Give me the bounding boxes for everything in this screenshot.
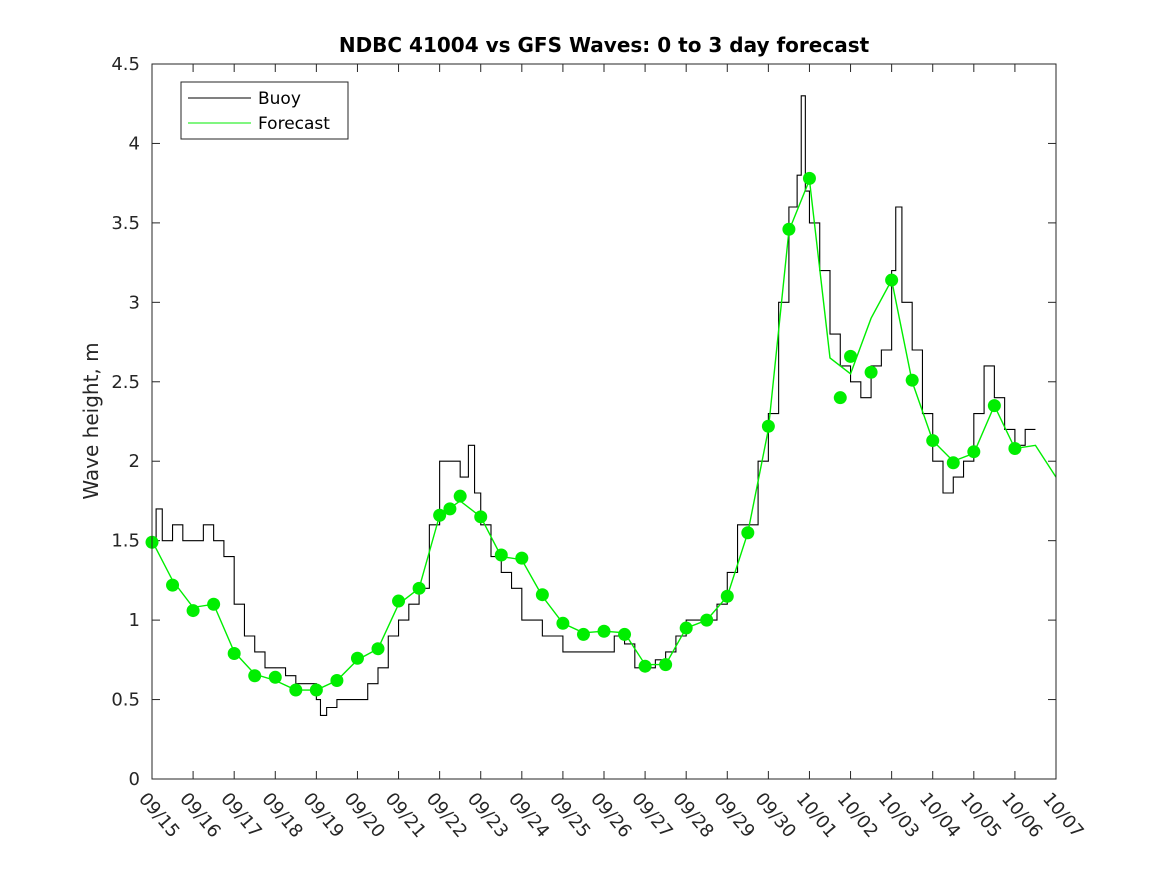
legend-box (180, 81, 349, 140)
forecast-marker (597, 624, 611, 638)
forecast-marker (248, 669, 262, 683)
forecast-marker (802, 171, 816, 185)
forecast-marker (833, 391, 847, 405)
forecast-marker (350, 651, 364, 665)
forecast-marker (227, 646, 241, 660)
y-tick-label: 0 (129, 769, 140, 790)
forecast-marker (289, 683, 303, 697)
forecast-marker (412, 581, 426, 595)
buoy-line (152, 95, 1036, 716)
forecast-marker (720, 589, 734, 603)
forecast-marker (761, 419, 775, 433)
forecast-marker (905, 373, 919, 387)
forecast-marker (268, 670, 282, 684)
forecast-marker (926, 434, 940, 448)
forecast-marker (987, 399, 1001, 413)
forecast-marker (967, 445, 981, 459)
forecast-marker (330, 673, 344, 687)
chart-title: NDBC 41004 vs GFS Waves: 0 to 3 day fore… (339, 33, 870, 57)
forecast-marker (494, 548, 508, 562)
forecast-marker (679, 621, 693, 635)
y-tick-label: 0.5 (111, 690, 140, 711)
forecast-marker (556, 616, 570, 630)
forecast-marker (371, 642, 385, 656)
forecast-marker (864, 365, 878, 379)
y-tick-label: 4 (129, 133, 140, 154)
y-tick-label: 2 (129, 451, 140, 472)
forecast-marker (946, 456, 960, 470)
legend: Buoy Forecast (180, 81, 349, 140)
forecast-marker (207, 597, 221, 611)
forecast-marker (885, 273, 899, 287)
y-tick-label: 4.5 (111, 54, 140, 75)
forecast-marker (474, 510, 488, 524)
forecast-marker (700, 613, 714, 627)
forecast-marker (576, 627, 590, 641)
y-tick-label: 2.5 (111, 372, 140, 393)
forecast-marker (433, 508, 447, 522)
forecast-marker (443, 502, 457, 516)
y-axis: 0 0.5 1 1.5 2 2.5 3 3.5 4 4.5 (111, 54, 1056, 790)
forecast-marker (1008, 442, 1022, 456)
forecast-marker (166, 578, 180, 592)
y-axis-label: Wave height, m (79, 342, 103, 499)
y-tick-label: 1.5 (111, 531, 140, 552)
forecast-marker (659, 658, 673, 672)
forecast-marker (535, 588, 549, 602)
forecast-marker (453, 489, 467, 503)
forecast-marker (515, 551, 529, 565)
forecast-marker (186, 604, 200, 618)
plot-area (145, 95, 1057, 716)
forecast-marker (638, 659, 652, 673)
forecast-marker (392, 594, 406, 608)
y-tick-label: 3.5 (111, 213, 140, 234)
forecast-marker (741, 526, 755, 540)
forecast-marker (309, 683, 323, 697)
legend-buoy-label: Buoy (258, 89, 301, 109)
forecast-marker (618, 627, 632, 641)
plot-frame (151, 63, 1057, 780)
y-tick-label: 3 (129, 292, 140, 313)
legend-forecast-label: Forecast (258, 114, 330, 134)
y-tick-label: 1 (129, 610, 140, 631)
forecast-marker (782, 222, 796, 236)
forecast-marker (844, 349, 858, 363)
